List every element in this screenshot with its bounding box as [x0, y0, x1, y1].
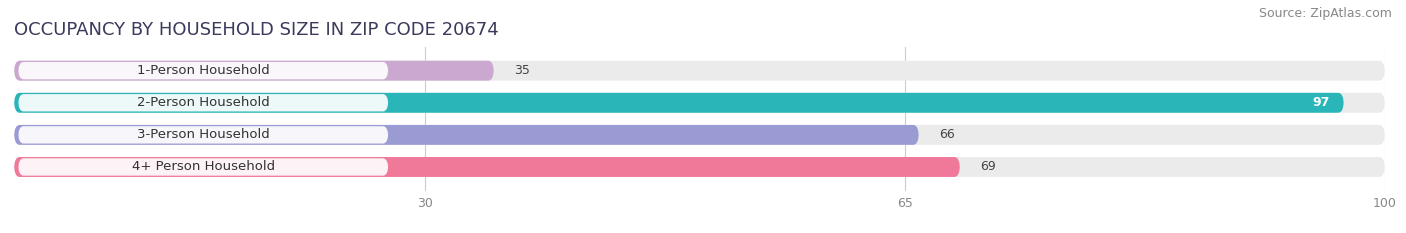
FancyBboxPatch shape: [14, 157, 960, 177]
Text: 3-Person Household: 3-Person Household: [136, 128, 270, 141]
Text: 4+ Person Household: 4+ Person Household: [132, 161, 274, 174]
FancyBboxPatch shape: [14, 157, 1385, 177]
FancyBboxPatch shape: [14, 93, 1385, 113]
FancyBboxPatch shape: [18, 158, 388, 176]
Text: 1-Person Household: 1-Person Household: [136, 64, 270, 77]
FancyBboxPatch shape: [18, 126, 388, 144]
Text: 97: 97: [1313, 96, 1330, 109]
Text: 69: 69: [980, 161, 997, 174]
FancyBboxPatch shape: [14, 125, 1385, 145]
FancyBboxPatch shape: [14, 93, 1344, 113]
Text: OCCUPANCY BY HOUSEHOLD SIZE IN ZIP CODE 20674: OCCUPANCY BY HOUSEHOLD SIZE IN ZIP CODE …: [14, 21, 499, 39]
Text: Source: ZipAtlas.com: Source: ZipAtlas.com: [1258, 7, 1392, 20]
FancyBboxPatch shape: [18, 94, 388, 111]
FancyBboxPatch shape: [14, 61, 1385, 81]
Text: 66: 66: [939, 128, 955, 141]
FancyBboxPatch shape: [14, 125, 920, 145]
Text: 35: 35: [515, 64, 530, 77]
FancyBboxPatch shape: [18, 62, 388, 79]
Text: 2-Person Household: 2-Person Household: [136, 96, 270, 109]
FancyBboxPatch shape: [14, 61, 494, 81]
